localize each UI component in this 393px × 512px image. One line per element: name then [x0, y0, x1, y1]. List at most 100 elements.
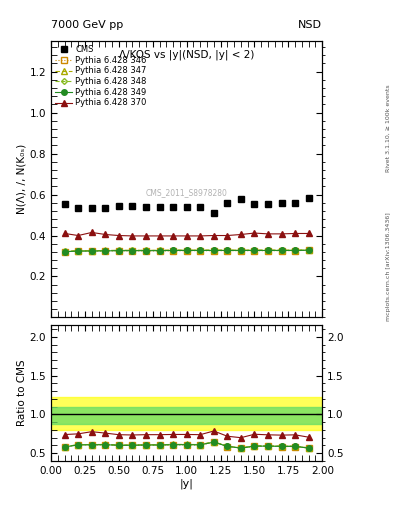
Pythia 6.428 347: [239, 247, 243, 253]
Pythia 6.428 346: [225, 248, 230, 254]
Pythia 6.428 370: [103, 231, 108, 238]
CMS: [184, 204, 189, 210]
Pythia 6.428 348: [266, 247, 270, 253]
Pythia 6.428 370: [184, 233, 189, 239]
CMS: [103, 205, 108, 211]
Pythia 6.428 347: [184, 247, 189, 253]
Pythia 6.428 370: [144, 233, 149, 239]
Text: mcplots.cern.ch [arXiv:1306.3436]: mcplots.cern.ch [arXiv:1306.3436]: [386, 212, 391, 321]
Pythia 6.428 349: [144, 248, 149, 254]
Line: Pythia 6.428 370: Pythia 6.428 370: [62, 230, 312, 239]
Pythia 6.428 348: [307, 247, 311, 253]
Pythia 6.428 347: [157, 247, 162, 253]
Pythia 6.428 347: [130, 247, 135, 253]
Pythia 6.428 370: [211, 232, 216, 239]
CMS: [198, 204, 203, 210]
Pythia 6.428 347: [225, 247, 230, 253]
Line: Pythia 6.428 347: Pythia 6.428 347: [62, 247, 312, 254]
Pythia 6.428 346: [157, 248, 162, 254]
Bar: [51, 407, 322, 423]
Pythia 6.428 349: [279, 247, 284, 253]
Pythia 6.428 346: [279, 248, 284, 254]
Pythia 6.428 346: [171, 248, 176, 254]
Pythia 6.428 346: [116, 248, 121, 254]
Pythia 6.428 347: [103, 247, 108, 253]
Text: 7000 GeV pp: 7000 GeV pp: [51, 20, 123, 31]
CMS: [76, 205, 81, 211]
Pythia 6.428 348: [239, 247, 243, 253]
Pythia 6.428 370: [130, 233, 135, 239]
Bar: [51, 397, 322, 430]
Pythia 6.428 349: [211, 247, 216, 253]
Pythia 6.428 347: [211, 247, 216, 253]
Pythia 6.428 370: [90, 229, 94, 236]
CMS: [307, 195, 311, 201]
Text: Λ/KOS vs |y|(NSD, |y| < 2): Λ/KOS vs |y|(NSD, |y| < 2): [119, 49, 254, 60]
Pythia 6.428 346: [130, 248, 135, 254]
Pythia 6.428 347: [90, 248, 94, 254]
Pythia 6.428 346: [293, 248, 298, 254]
Legend: CMS, Pythia 6.428 346, Pythia 6.428 347, Pythia 6.428 348, Pythia 6.428 349, Pyt: CMS, Pythia 6.428 346, Pythia 6.428 347,…: [53, 44, 148, 109]
Pythia 6.428 346: [62, 249, 67, 255]
Line: Pythia 6.428 348: Pythia 6.428 348: [62, 248, 311, 253]
CMS: [293, 200, 298, 206]
Line: CMS: CMS: [61, 195, 312, 217]
Pythia 6.428 348: [130, 247, 135, 253]
Pythia 6.428 347: [144, 247, 149, 253]
Pythia 6.428 348: [90, 248, 94, 254]
Pythia 6.428 349: [103, 248, 108, 254]
Y-axis label: N(Λ), /, N(K₀ₛ): N(Λ), /, N(K₀ₛ): [17, 144, 27, 215]
Pythia 6.428 349: [171, 247, 176, 253]
Pythia 6.428 349: [62, 249, 67, 255]
Pythia 6.428 348: [144, 247, 149, 253]
Pythia 6.428 349: [239, 247, 243, 253]
Pythia 6.428 348: [252, 247, 257, 253]
Pythia 6.428 348: [103, 248, 108, 254]
Pythia 6.428 370: [76, 232, 81, 239]
CMS: [252, 201, 257, 207]
Line: Pythia 6.428 346: Pythia 6.428 346: [62, 247, 312, 254]
CMS: [211, 210, 216, 216]
Pythia 6.428 348: [293, 247, 298, 253]
X-axis label: |y|: |y|: [180, 478, 194, 489]
Pythia 6.428 347: [307, 247, 311, 253]
Pythia 6.428 347: [279, 247, 284, 253]
Pythia 6.428 349: [130, 248, 135, 254]
Pythia 6.428 370: [279, 231, 284, 237]
Pythia 6.428 348: [198, 247, 203, 253]
Pythia 6.428 346: [184, 248, 189, 254]
Pythia 6.428 370: [62, 230, 67, 237]
Pythia 6.428 349: [252, 247, 257, 253]
Pythia 6.428 348: [62, 248, 67, 254]
Y-axis label: Ratio to CMS: Ratio to CMS: [17, 359, 27, 426]
CMS: [90, 205, 94, 211]
Pythia 6.428 347: [198, 247, 203, 253]
Pythia 6.428 370: [198, 233, 203, 239]
Pythia 6.428 348: [157, 247, 162, 253]
Line: Pythia 6.428 349: Pythia 6.428 349: [62, 247, 312, 254]
CMS: [62, 201, 67, 207]
Pythia 6.428 349: [225, 247, 230, 253]
Pythia 6.428 370: [266, 231, 270, 237]
Pythia 6.428 347: [252, 247, 257, 253]
Pythia 6.428 349: [157, 248, 162, 254]
Pythia 6.428 348: [225, 247, 230, 253]
Pythia 6.428 346: [239, 248, 243, 254]
Pythia 6.428 346: [211, 248, 216, 254]
Pythia 6.428 346: [266, 248, 270, 254]
Pythia 6.428 346: [198, 248, 203, 254]
Pythia 6.428 348: [116, 247, 121, 253]
Text: CMS_2011_S8978280: CMS_2011_S8978280: [146, 188, 228, 198]
Pythia 6.428 370: [171, 233, 176, 239]
Pythia 6.428 349: [184, 247, 189, 253]
Pythia 6.428 347: [171, 247, 176, 253]
Pythia 6.428 349: [90, 248, 94, 254]
Pythia 6.428 349: [266, 247, 270, 253]
Pythia 6.428 349: [307, 247, 311, 253]
CMS: [225, 200, 230, 206]
CMS: [130, 203, 135, 209]
CMS: [144, 204, 149, 210]
Pythia 6.428 348: [211, 247, 216, 253]
Pythia 6.428 370: [157, 233, 162, 239]
CMS: [239, 196, 243, 202]
